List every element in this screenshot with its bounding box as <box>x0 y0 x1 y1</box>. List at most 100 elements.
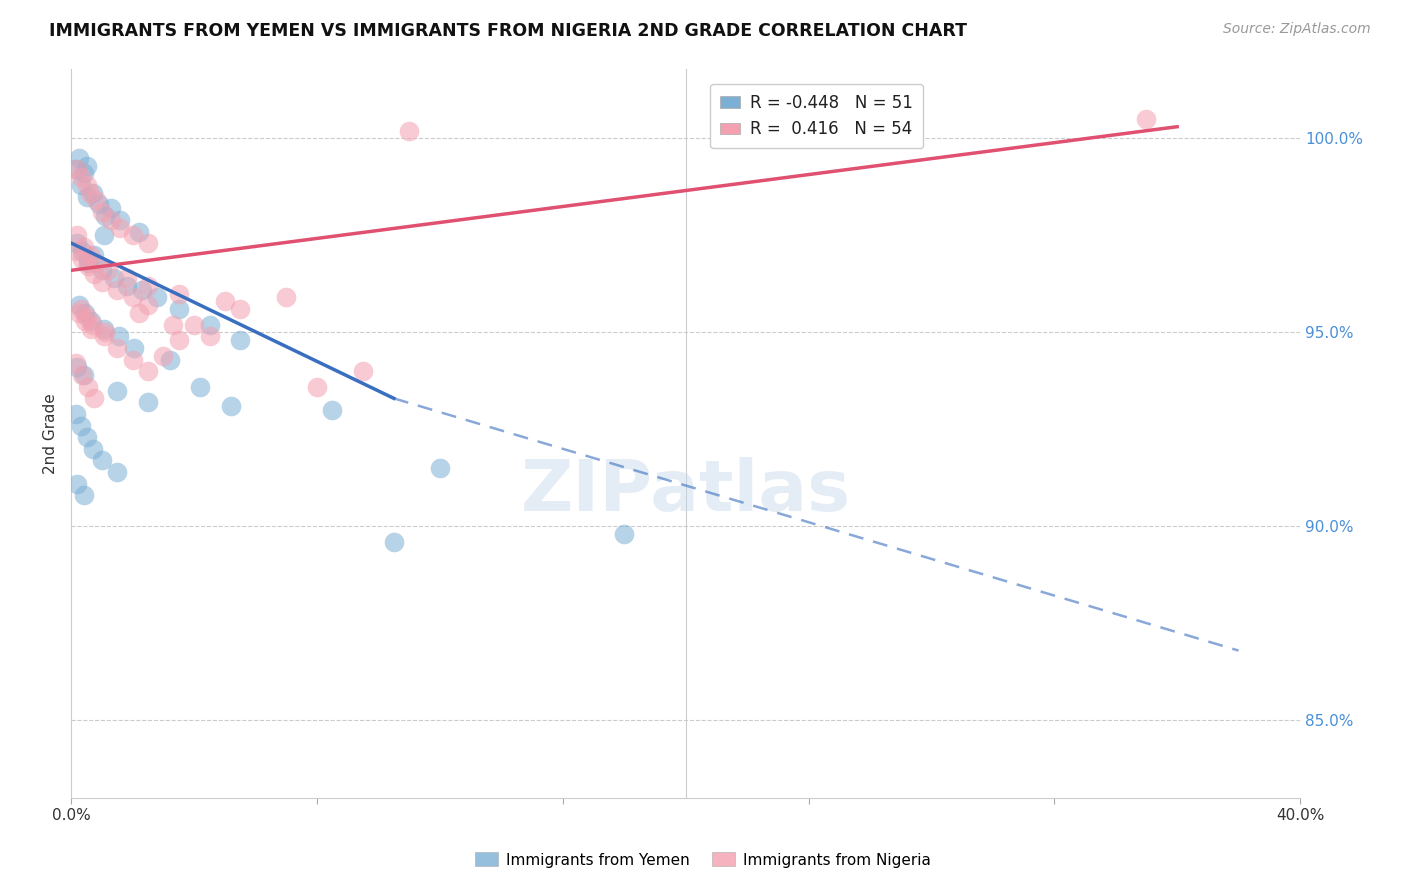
Point <box>382 535 405 549</box>
Point <box>115 278 138 293</box>
Point <box>69 178 91 192</box>
Point <box>91 263 114 277</box>
Point <box>82 442 104 456</box>
Point <box>94 326 117 340</box>
Point <box>167 286 190 301</box>
Point <box>136 278 159 293</box>
Point <box>93 329 115 343</box>
Point <box>69 170 91 185</box>
Point <box>69 418 91 433</box>
Point <box>72 240 94 254</box>
Point <box>67 306 90 320</box>
Point <box>321 403 343 417</box>
Point <box>183 318 205 332</box>
Point <box>80 321 103 335</box>
Point <box>121 228 143 243</box>
Point <box>70 252 93 266</box>
Text: IMMIGRANTS FROM YEMEN VS IMMIGRANTS FROM NIGERIA 2ND GRADE CORRELATION CHART: IMMIGRANTS FROM YEMEN VS IMMIGRANTS FROM… <box>49 22 967 40</box>
Point <box>87 197 110 211</box>
Point <box>110 220 132 235</box>
Point <box>136 236 159 251</box>
Point <box>94 209 117 223</box>
Point <box>66 228 89 243</box>
Point <box>152 349 174 363</box>
Point <box>67 151 90 165</box>
Point <box>115 271 138 285</box>
Point <box>65 244 87 258</box>
Point <box>110 212 132 227</box>
Point <box>398 123 420 137</box>
Point <box>69 302 91 317</box>
Point <box>76 430 98 444</box>
Point <box>307 380 329 394</box>
Point <box>229 333 252 347</box>
Point <box>70 244 93 258</box>
Point <box>276 290 298 304</box>
Text: ZIPatlas: ZIPatlas <box>520 458 851 526</box>
Point <box>100 201 122 215</box>
Point <box>613 527 636 541</box>
Point <box>128 225 150 239</box>
Point <box>167 333 190 347</box>
Point <box>105 341 128 355</box>
Point <box>72 488 94 502</box>
Point <box>83 392 105 406</box>
Point <box>198 318 221 332</box>
Point <box>75 314 97 328</box>
Point <box>162 318 184 332</box>
Point <box>146 290 169 304</box>
Point <box>83 248 105 262</box>
Point <box>100 212 122 227</box>
Point <box>80 314 103 328</box>
Point <box>93 321 115 335</box>
Point <box>72 166 94 180</box>
Point <box>76 178 98 192</box>
Point <box>75 306 97 320</box>
Point <box>91 205 114 219</box>
Point <box>97 263 120 277</box>
Point <box>82 318 104 332</box>
Point <box>66 236 89 251</box>
Point <box>82 186 104 200</box>
Point <box>229 302 252 317</box>
Point <box>131 283 153 297</box>
Point <box>121 352 143 367</box>
Point <box>65 407 87 421</box>
Point <box>65 162 87 177</box>
Point <box>79 186 101 200</box>
Point <box>105 465 128 479</box>
Point <box>79 248 101 262</box>
Point <box>188 380 211 394</box>
Point <box>219 399 242 413</box>
Point <box>352 364 374 378</box>
Point <box>93 228 115 243</box>
Point <box>76 310 98 324</box>
Point <box>66 360 89 375</box>
Point <box>198 329 221 343</box>
Point <box>77 260 100 274</box>
Y-axis label: 2nd Grade: 2nd Grade <box>44 392 58 474</box>
Legend: Immigrants from Yemen, Immigrants from Nigeria: Immigrants from Yemen, Immigrants from N… <box>470 847 936 873</box>
Point <box>77 255 100 269</box>
Point <box>159 352 181 367</box>
Point <box>66 162 89 177</box>
Point <box>67 298 90 312</box>
Text: Source: ZipAtlas.com: Source: ZipAtlas.com <box>1223 22 1371 37</box>
Point <box>72 368 94 382</box>
Point <box>167 302 190 317</box>
Point <box>103 271 125 285</box>
Point <box>105 283 128 297</box>
Point <box>136 395 159 409</box>
Point <box>128 306 150 320</box>
Point <box>124 341 146 355</box>
Point <box>70 368 93 382</box>
Point <box>136 364 159 378</box>
Point <box>84 255 107 269</box>
Point <box>105 384 128 398</box>
Point <box>108 329 131 343</box>
Point <box>76 159 98 173</box>
Point <box>214 294 236 309</box>
Point <box>1135 112 1157 126</box>
Legend: R = -0.448   N = 51, R =  0.416   N = 54: R = -0.448 N = 51, R = 0.416 N = 54 <box>710 84 924 148</box>
Point <box>83 267 105 281</box>
